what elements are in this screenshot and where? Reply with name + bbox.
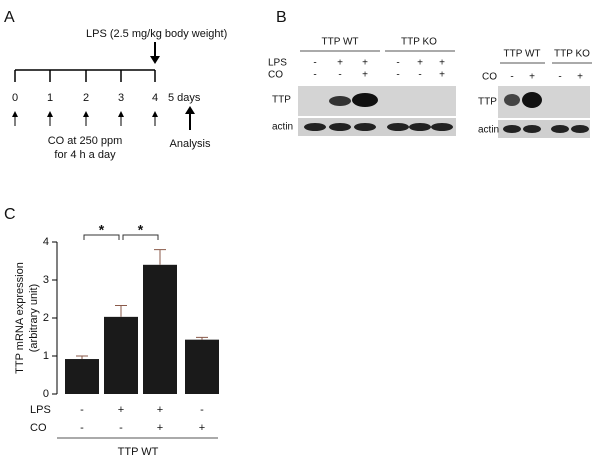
lps-label: LPS (2.5 mg/kg body weight) — [86, 28, 227, 40]
arrow-head — [83, 111, 89, 117]
row-label: CO — [482, 72, 497, 83]
row-sign: - — [119, 422, 123, 434]
band — [431, 123, 453, 131]
arrow-head — [185, 106, 195, 114]
row-label: LPS — [30, 404, 51, 416]
significance-label: * — [138, 222, 144, 238]
bar — [104, 316, 138, 394]
band — [304, 123, 326, 131]
analysis-label: Analysis — [170, 138, 211, 150]
error-bar — [76, 355, 88, 360]
row-label: CO — [30, 422, 47, 434]
band-label: actin — [272, 122, 293, 133]
row-sign: + — [439, 58, 445, 69]
band-label: TTP — [478, 97, 497, 108]
panel-letter: A — [4, 9, 15, 26]
band — [354, 123, 376, 131]
band — [329, 123, 351, 131]
row-sign: - — [338, 70, 341, 81]
band — [523, 125, 541, 133]
day-label: 4 — [152, 92, 158, 104]
arrow-head — [150, 56, 160, 64]
row-sign: + — [118, 404, 124, 416]
row-sign: + — [417, 58, 423, 69]
day-label: 2 — [83, 92, 89, 104]
band — [503, 125, 521, 133]
band-label: actin — [478, 125, 499, 136]
row-sign: - — [313, 58, 316, 69]
arrow-head — [12, 111, 18, 117]
blot — [498, 120, 590, 138]
row-sign: - — [510, 72, 513, 83]
row-sign: + — [529, 72, 535, 83]
row-sign: + — [577, 72, 583, 83]
panel-letter: C — [4, 206, 16, 223]
day-label: 1 — [47, 92, 53, 104]
band — [409, 123, 431, 131]
row-sign: - — [396, 70, 399, 81]
row-sign: - — [80, 422, 84, 434]
row-sign: + — [439, 70, 445, 81]
row-label: LPS — [268, 58, 287, 69]
row-sign: - — [200, 404, 204, 416]
row-sign: - — [418, 70, 421, 81]
blot — [298, 118, 456, 136]
row-sign: + — [362, 70, 368, 81]
row-label: CO — [268, 70, 283, 81]
row-sign: + — [362, 58, 368, 69]
arrow-head — [152, 111, 158, 117]
significance-bracket — [122, 234, 159, 240]
y-tick-label: 2 — [43, 312, 49, 324]
y-tick-label: 1 — [43, 350, 49, 362]
arrow-head — [47, 111, 53, 117]
group-label: TTP WT — [503, 49, 540, 60]
group-label: TTP WT — [321, 37, 358, 48]
band — [387, 123, 409, 131]
end-label: 5 days — [168, 92, 201, 104]
band — [329, 96, 351, 106]
band — [352, 93, 378, 107]
panel-letter: B — [276, 9, 287, 26]
row-sign: - — [313, 70, 316, 81]
row-sign: + — [337, 58, 343, 69]
band — [551, 125, 569, 133]
day-label: 0 — [12, 92, 18, 104]
error-bar — [154, 249, 166, 265]
bar — [143, 264, 177, 394]
group-label: TTP KO — [401, 37, 437, 48]
error-bar — [115, 304, 127, 317]
x-axis-title: TTP WT — [118, 446, 159, 458]
band — [522, 92, 542, 108]
bar — [65, 359, 99, 394]
day-label: 3 — [118, 92, 124, 104]
significance-label: * — [99, 222, 105, 238]
row-sign: + — [157, 404, 163, 416]
y-tick-label: 0 — [43, 388, 49, 400]
bar — [185, 339, 219, 394]
band-label: TTP — [272, 95, 291, 106]
y-axis-title: (arbitrary unit) — [28, 284, 40, 352]
row-sign: - — [396, 58, 399, 69]
band — [504, 94, 520, 106]
band — [571, 125, 589, 133]
row-sign: - — [558, 72, 561, 83]
error-bar — [196, 336, 208, 340]
arrow-head — [118, 111, 124, 117]
significance-bracket — [83, 234, 120, 240]
row-sign: - — [80, 404, 84, 416]
row-sign: + — [199, 422, 205, 434]
row-sign: + — [157, 422, 163, 434]
co-label: for 4 h a day — [54, 149, 116, 161]
co-label: CO at 250 ppm — [48, 135, 123, 147]
y-tick-label: 3 — [43, 274, 49, 286]
y-tick-label: 4 — [43, 236, 49, 248]
y-axis-title: TTP mRNA expression — [14, 262, 26, 374]
group-label: TTP KO — [554, 49, 590, 60]
